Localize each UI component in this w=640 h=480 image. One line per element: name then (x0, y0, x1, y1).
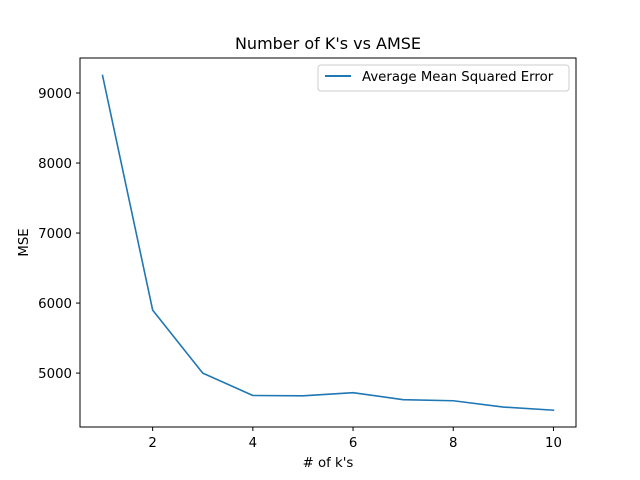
x-tick-label: 2 (148, 436, 156, 451)
x-tick-label: 8 (449, 436, 457, 451)
data-point (301, 394, 305, 398)
series-line-average-mean-squared-error (101, 74, 555, 412)
data-point (501, 405, 505, 409)
y-tick-label: 6000 (38, 297, 72, 312)
data-point (551, 408, 555, 412)
data-point (201, 371, 205, 375)
data-point (251, 393, 255, 397)
x-tick-label: 6 (349, 436, 357, 451)
y-tick-label: 7000 (38, 227, 72, 242)
x-axis-label: # of k's (303, 456, 354, 471)
legend-label-average-mean-squared-error: Average Mean Squared Error (362, 70, 554, 85)
plot-area (80, 58, 576, 427)
y-axis: 5000 6000 7000 8000 9000 (38, 87, 80, 382)
data-point (151, 308, 155, 312)
data-point (401, 398, 405, 402)
x-tick-label: 4 (249, 436, 257, 451)
legend-box (317, 64, 570, 92)
y-axis-label: MSE (17, 228, 32, 256)
series-layer (101, 74, 555, 412)
y-tick-label: 9000 (38, 87, 72, 102)
legend: Average Mean Squared Error (317, 64, 570, 92)
y-tick-label: 5000 (38, 367, 72, 382)
x-axis: 2 4 6 8 10 (148, 427, 562, 451)
data-point (351, 391, 355, 395)
data-point (451, 399, 455, 403)
data-point (101, 74, 105, 78)
y-tick-label: 8000 (38, 157, 72, 172)
x-tick-label: 10 (545, 436, 562, 451)
plot-background (80, 58, 576, 427)
plot-frame (79, 57, 577, 428)
chart-title: Number of K's vs AMSE (235, 34, 421, 53)
